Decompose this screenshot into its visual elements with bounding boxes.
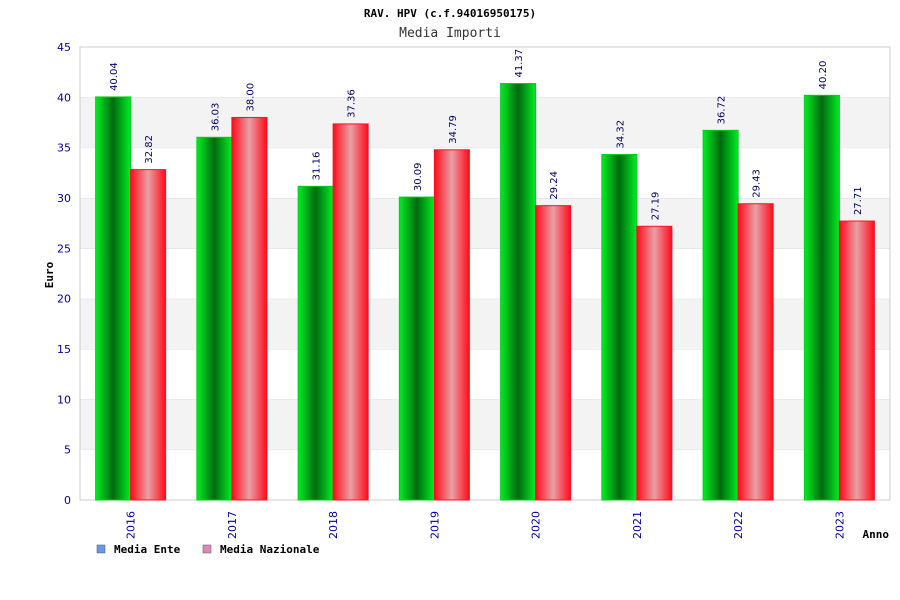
legend-label: Media Ente	[114, 543, 181, 556]
value-label: 32.82	[144, 135, 155, 164]
value-label: 29.43	[752, 169, 763, 198]
bar-media-nazionale	[332, 123, 369, 501]
bar-media-ente	[803, 94, 840, 501]
plot-area	[79, 46, 891, 501]
bar-media-ente	[500, 83, 537, 501]
x-tick-label: 2020	[530, 511, 543, 539]
bar-media-nazionale	[433, 149, 470, 501]
value-label: 27.71	[853, 186, 864, 215]
y-tick-label: 15	[57, 343, 71, 356]
bar-media-ente	[297, 185, 334, 501]
y-tick-label: 20	[57, 293, 71, 306]
x-tick-label: 2017	[226, 511, 239, 539]
x-tick-label: 2022	[732, 511, 745, 539]
value-label: 40.04	[109, 62, 120, 91]
chart-subtitle: Media Importi	[399, 26, 501, 41]
value-label: 36.03	[210, 103, 221, 132]
y-axis-title: Euro	[43, 261, 56, 288]
value-labels: 40.04 32.82 36.03 38.00 31.16 37.36 30.09 34.79…	[109, 49, 864, 220]
value-label: 34.32	[615, 120, 626, 149]
bar-media-nazionale	[636, 225, 673, 501]
value-label: 36.72	[717, 96, 728, 125]
bars	[95, 83, 875, 501]
y-tick-label: 5	[64, 444, 71, 457]
bar-media-ente	[702, 129, 739, 501]
bar-media-ente	[196, 136, 233, 501]
y-axis-ticks: 0 5 10 15 20 25 30 35 40 45	[57, 41, 71, 507]
x-tick-label: 2023	[833, 511, 846, 539]
y-tick-label: 10	[57, 393, 71, 406]
x-axis-title: Anno	[863, 528, 890, 541]
value-label: 41.37	[514, 49, 525, 78]
bar-media-nazionale	[838, 220, 875, 501]
y-tick-label: 0	[64, 494, 71, 507]
bar-media-nazionale	[231, 116, 268, 501]
bar-media-ente	[95, 96, 132, 501]
legend: Media Ente Media Nazionale	[96, 543, 320, 556]
y-tick-label: 25	[57, 242, 71, 255]
value-label: 40.20	[818, 61, 829, 90]
chart-title: RAV. HPV (c.f.94016950175)	[364, 7, 536, 20]
value-label: 31.16	[312, 152, 323, 181]
y-tick-label: 40	[57, 91, 71, 104]
value-label: 34.79	[448, 115, 459, 144]
bar-media-ente	[601, 154, 638, 501]
legend-swatch	[202, 544, 212, 554]
x-tick-label: 2018	[327, 511, 340, 539]
y-tick-label: 35	[57, 142, 71, 155]
value-label: 38.00	[245, 83, 256, 112]
bar-media-ente	[398, 196, 435, 501]
x-tick-label: 2021	[631, 511, 644, 539]
grid-band	[80, 47, 890, 98]
bar-media-nazionale	[737, 203, 774, 501]
y-tick-label: 45	[57, 41, 71, 54]
x-axis-ticks: 2016 2017 2018 2019 2020 2021 2022 2023	[125, 511, 847, 539]
value-label: 27.19	[650, 192, 661, 221]
value-label: 30.09	[413, 162, 424, 191]
x-tick-label: 2016	[125, 511, 138, 539]
bar-media-nazionale	[535, 205, 572, 501]
bar-media-nazionale	[130, 169, 167, 501]
legend-swatch	[96, 544, 106, 554]
value-label: 37.36	[347, 89, 358, 118]
value-label: 29.24	[549, 171, 560, 200]
y-tick-label: 30	[57, 192, 71, 205]
legend-label: Media Nazionale	[220, 543, 320, 556]
x-tick-label: 2019	[428, 511, 441, 539]
